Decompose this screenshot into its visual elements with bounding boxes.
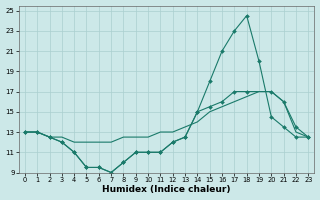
X-axis label: Humidex (Indice chaleur): Humidex (Indice chaleur) xyxy=(102,185,231,194)
